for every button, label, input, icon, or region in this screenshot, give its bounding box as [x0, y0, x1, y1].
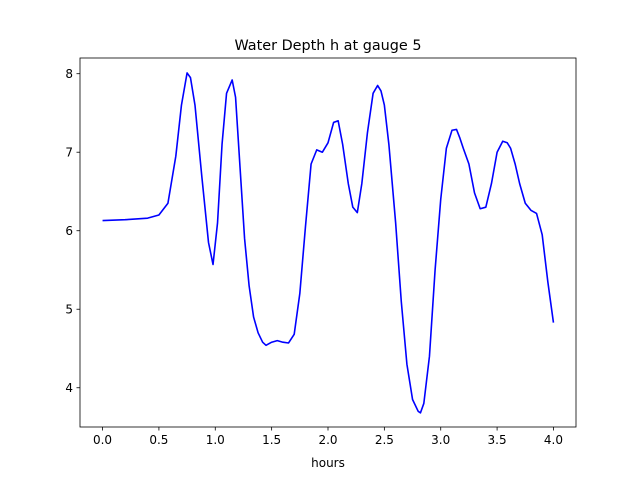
y-tick-label: 4 — [65, 381, 73, 395]
y-tick-label: 8 — [65, 67, 73, 81]
plot-frame — [79, 57, 577, 428]
x-tick-label: 4.0 — [544, 433, 563, 447]
x-tick-label: 3.5 — [488, 433, 507, 447]
x-tick-label: 2.5 — [375, 433, 394, 447]
y-axis: 4 5 6 7 8 — [65, 67, 80, 395]
y-tick-label: 7 — [65, 146, 73, 160]
x-tick-label: 0.5 — [149, 433, 168, 447]
x-tick-label: 1.5 — [262, 433, 281, 447]
x-axis-label: hours — [311, 456, 345, 470]
x-tick-label: 1.0 — [206, 433, 225, 447]
x-axis: 0.0 0.5 1.0 1.5 2.0 2.5 3.0 3.5 4.0 — [93, 427, 563, 447]
y-tick-label: 5 — [65, 303, 73, 317]
x-tick-label: 0.0 — [93, 433, 112, 447]
chart-title: Water Depth h at gauge 5 — [234, 38, 421, 54]
x-tick-label: 3.0 — [431, 433, 450, 447]
y-tick-label: 6 — [65, 224, 73, 238]
series-line-0 — [102, 72, 555, 414]
plot-area — [102, 72, 555, 414]
x-tick-label: 2.0 — [318, 433, 337, 447]
